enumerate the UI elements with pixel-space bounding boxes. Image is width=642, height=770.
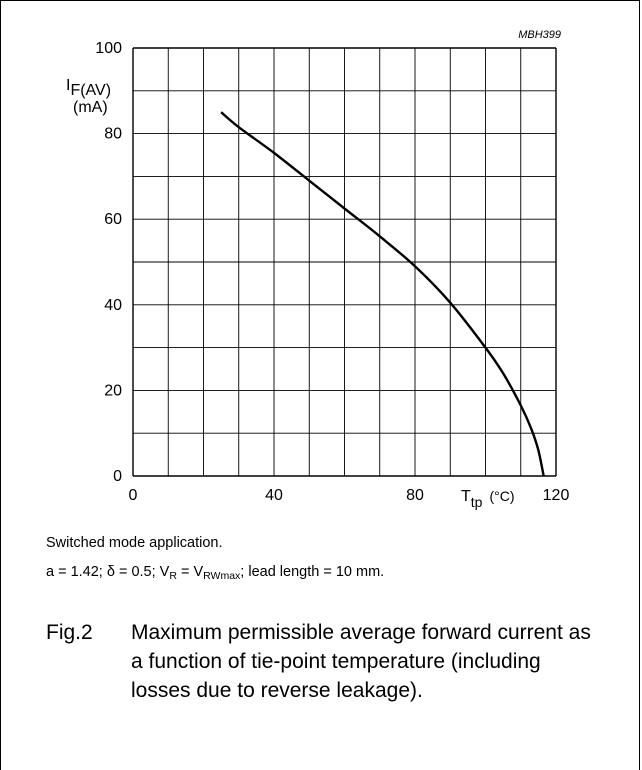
- note-subscript-rwmax: RWmax: [203, 570, 241, 582]
- y-axis-label: IF(AV): [66, 77, 111, 99]
- y-axis-unit: (mA): [73, 99, 108, 116]
- y-tick-label: 20: [104, 382, 122, 399]
- x-axis-title: Ttp (°C): [461, 488, 515, 510]
- y-tick-label: 60: [104, 211, 122, 228]
- grid: [132, 47, 557, 477]
- note-conditions-mid: = V: [176, 564, 204, 580]
- y-tick-label: 40: [104, 297, 122, 314]
- x-tick-label: 80: [406, 487, 424, 504]
- y-axis-symbol: I: [66, 77, 70, 94]
- x-tick-label: 120: [543, 487, 570, 504]
- note-subscript-r: R: [169, 570, 177, 582]
- y-axis-title: IF(AV) (mA): [66, 77, 111, 116]
- x-axis-symbol: T: [461, 488, 471, 505]
- note-conditions-prefix: a = 1.42; δ = 0.5; V: [46, 564, 170, 580]
- series-line: [220, 111, 545, 477]
- y-tick-label: 80: [104, 126, 122, 143]
- x-axis-label: Ttp (°C): [461, 488, 515, 510]
- note-conditions-suffix: ; lead length = 10 mm.: [240, 564, 385, 580]
- figure-code: MBH399: [518, 29, 561, 41]
- y-axis-subscript: F(AV): [70, 82, 111, 99]
- y-tick-label: 100: [95, 40, 122, 57]
- y-tick-label: 0: [113, 468, 122, 485]
- x-tick-label: 40: [265, 487, 283, 504]
- series: [220, 111, 545, 477]
- figure-number: Fig.2: [46, 621, 93, 644]
- x-axis-subscript: tp: [471, 494, 483, 510]
- note-application: Switched mode application.: [46, 535, 223, 551]
- x-axis-unit: (°C): [489, 488, 514, 504]
- tick-labels: 0 20 40 60 80 100 0 40 80 120: [95, 40, 569, 504]
- caption-text: Maximum permissible average forward curr…: [131, 621, 591, 702]
- note-conditions: a = 1.42; δ = 0.5; VR = VRWmax; lead len…: [46, 563, 384, 585]
- x-tick-label: 0: [129, 487, 138, 504]
